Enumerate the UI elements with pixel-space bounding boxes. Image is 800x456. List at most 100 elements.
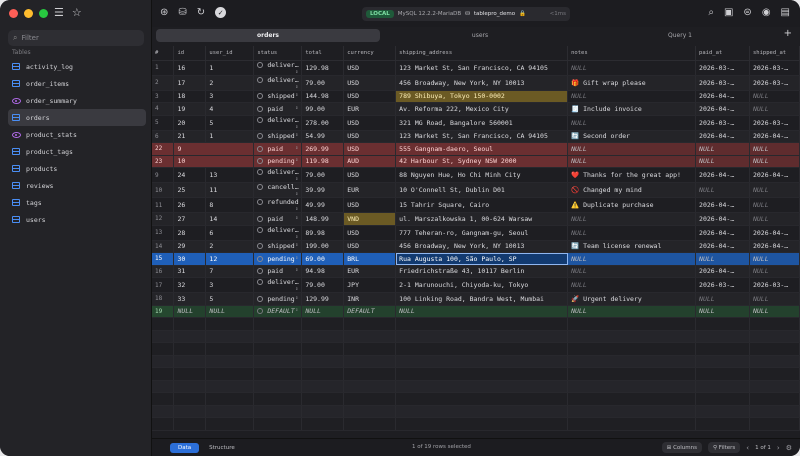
cell-id[interactable]: 31 (173, 265, 207, 278)
sidebar-filter[interactable]: ⌕ (8, 30, 144, 46)
sidebar-item-activity-log[interactable]: activity_log (8, 58, 146, 75)
row-number[interactable]: 4 (152, 102, 175, 116)
cell-id[interactable]: 16 (173, 60, 207, 76)
sidebar-item-reviews[interactable]: reviews (8, 177, 146, 194)
column-header-paid-at[interactable]: paid_at (695, 46, 750, 61)
cell-notes[interactable]: NULL (567, 115, 697, 131)
chevron-updown-icon[interactable]: ⇕ (295, 214, 299, 221)
cell-id[interactable]: 29 (173, 240, 207, 253)
sidebar-item-product-tags[interactable]: product_tags (8, 143, 146, 160)
chevron-updown-icon[interactable]: ⇕ (295, 68, 299, 75)
status-dropdown-icon[interactable] (257, 133, 264, 140)
cell-currency[interactable]: USD (343, 115, 397, 131)
database-icon[interactable]: ⛁ (178, 7, 187, 18)
sidebar-item-tags[interactable]: tags (8, 194, 146, 211)
cell-currency[interactable]: EUR (343, 182, 397, 198)
table-row[interactable]: 22 9 paid ⇕ 269.99 USD 555 Gangnam-daero, Seou… (152, 142, 800, 156)
cell-total[interactable]: 54.99 (301, 130, 345, 143)
status-dropdown-icon[interactable] (257, 169, 264, 175)
cell-id[interactable]: NULL (173, 305, 207, 318)
cell-total[interactable]: 144.98 (301, 90, 345, 103)
row-number[interactable]: 18 (152, 292, 175, 306)
sidebar-item-order-summary[interactable]: order_summary (8, 92, 146, 109)
status-dropdown-icon[interactable] (257, 308, 264, 315)
cell-shipping-address[interactable]: 321 MG Road, Bangalore 560001 (395, 115, 569, 131)
cell-currency[interactable]: USD (343, 130, 397, 143)
cell-shipping-address[interactable]: Av. Reforma 222, Mexico City (395, 102, 569, 116)
cell-user-id[interactable]: 7 (205, 265, 255, 278)
cell-shipping-address[interactable]: 2-1 Marunouchi, Chiyoda-ku, Tokyo (395, 277, 569, 293)
column-header-currency[interactable]: currency (343, 46, 397, 61)
cell-currency[interactable]: INR (343, 292, 397, 306)
cell-total[interactable]: 49.99 (301, 197, 345, 213)
cell-shipped-at[interactable]: 2026-03-… (749, 60, 800, 76)
cell-currency[interactable]: VND (343, 212, 397, 226)
table-row[interactable]: 19 NULL NULL DEFAULT ⇕ NULL DEFAULT NULL NULL NUL… (152, 305, 800, 318)
table-row[interactable]: 5 20 5 deliver… ⇕ 278.00 USD 321 MG Road, Banga… (152, 115, 800, 131)
cell-currency[interactable]: USD (343, 60, 397, 76)
status-dropdown-icon[interactable] (257, 76, 264, 83)
cell-currency[interactable]: USD (343, 142, 397, 156)
chevron-updown-icon[interactable]: ⇕ (295, 92, 299, 99)
cell-shipping-address[interactable]: 123 Market St, San Francisco, CA 94105 (395, 60, 569, 76)
table-row[interactable]: 14 29 2 shipped ⇕ 199.00 USD 456 Broadway, New … (152, 240, 800, 253)
chevron-updown-icon[interactable]: ⇕ (295, 233, 299, 240)
cell-status[interactable]: cancell… ⇕ (253, 182, 303, 198)
status-dropdown-icon[interactable] (257, 215, 264, 222)
cell-paid-at[interactable]: NULL (695, 142, 750, 156)
cell-shipping-address[interactable]: 555 Gangnam-daero, Seoul (395, 142, 569, 156)
table-row[interactable]: 17 32 3 deliver… ⇕ 79.00 JPY 2-1 Marunouchi, Ch… (152, 277, 800, 293)
table-row[interactable]: 15 30 12 pending ⇕ 69.00 BRL Rua Augusta 100, S… (152, 252, 800, 266)
cell-user-id[interactable]: 1 (205, 130, 255, 143)
cell-shipping-address[interactable]: 456 Broadway, New York, NY 10013 (395, 75, 569, 91)
cell-user-id[interactable]: 13 (205, 167, 255, 183)
cell-id[interactable]: 24 (173, 167, 207, 183)
cell-user-id[interactable]: 5 (205, 115, 255, 131)
cell-id[interactable]: 28 (173, 225, 207, 241)
cell-id[interactable]: 26 (173, 197, 207, 213)
search-icon[interactable]: ⌕ (708, 7, 714, 18)
cell-shipping-address[interactable]: 10 O'Connell St, Dublin D01 (395, 182, 569, 198)
cell-shipping-address[interactable]: Rua Augusta 100, São Paulo, SP (395, 252, 569, 266)
connection-icon[interactable]: ⊛ (160, 7, 169, 18)
table-row[interactable]: 23 10 pending ⇕ 119.98 AUD 42 Harbour St, Sydn… (152, 155, 800, 168)
cell-shipped-at[interactable]: NULL (749, 90, 800, 103)
chevron-updown-icon[interactable]: ⇕ (295, 157, 299, 164)
cell-currency[interactable]: USD (343, 240, 397, 253)
status-dropdown-icon[interactable] (257, 199, 264, 205)
row-number[interactable]: 15 (152, 252, 175, 266)
cell-user-id[interactable]: 9 (173, 142, 255, 156)
cell-id[interactable]: 19 (173, 102, 207, 116)
status-dropdown-icon[interactable] (257, 61, 264, 68)
column-header-notes[interactable]: notes (567, 46, 697, 61)
cell-user-id[interactable]: 2 (205, 240, 255, 253)
cell-currency[interactable]: BRL (343, 252, 397, 266)
chevron-updown-icon[interactable]: ⇕ (295, 132, 299, 139)
cell-currency[interactable]: DEFAULT (343, 305, 397, 318)
cell-total[interactable]: 39.99 (301, 182, 345, 198)
next-page-icon[interactable]: › (776, 443, 780, 452)
cell-shipping-address[interactable]: 100 Linking Road, Bandra West, Mumbai (395, 292, 569, 306)
column-header-row-number[interactable]: # (152, 46, 175, 61)
chevron-updown-icon[interactable]: ⇕ (295, 176, 299, 182)
chevron-updown-icon[interactable]: ⇕ (295, 144, 299, 151)
column-header-id[interactable]: id (173, 46, 207, 61)
cell-total[interactable]: 79.00 (301, 277, 345, 293)
cell-id[interactable]: 18 (173, 90, 207, 103)
cell-shipped-at[interactable]: NULL (749, 102, 800, 116)
cell-notes[interactable]: 🚫 Changed my mind (567, 182, 697, 198)
filter-input[interactable] (21, 34, 132, 42)
cell-shipped-at[interactable]: NULL (749, 182, 800, 198)
cell-shipped-at[interactable]: 2026-04-… (749, 225, 800, 241)
cell-notes[interactable]: NULL (567, 90, 697, 103)
cell-total[interactable]: 129.98 (301, 60, 345, 76)
row-number[interactable]: 2 (152, 75, 175, 91)
cell-notes[interactable]: NULL (567, 155, 697, 168)
chevron-updown-icon[interactable]: ⇕ (295, 286, 299, 292)
check-icon[interactable]: ✓ (215, 7, 227, 18)
data-grid[interactable]: # id user_id status total currency shipping_ad… (152, 46, 800, 438)
cell-shipping-address[interactable]: Friedrichstraße 43, 10117 Berlin (395, 265, 569, 278)
chevron-updown-icon[interactable]: ⇕ (295, 254, 299, 261)
chevron-updown-icon[interactable]: ⇕ (295, 206, 299, 212)
cell-total[interactable]: 278.00 (301, 115, 345, 131)
